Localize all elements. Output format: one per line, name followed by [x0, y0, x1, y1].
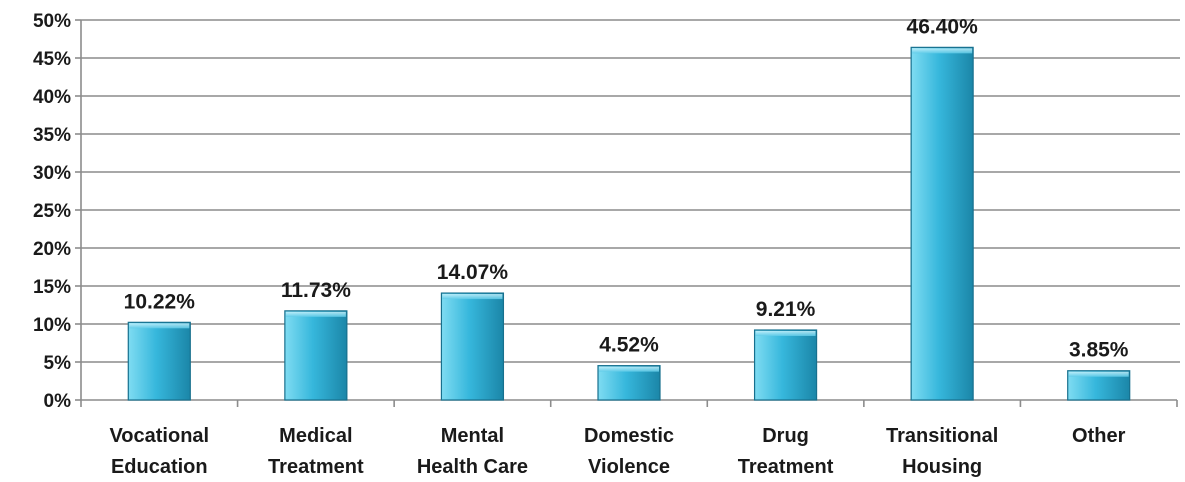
category-label: Transitional	[886, 425, 998, 447]
category-label: Education	[111, 456, 208, 478]
y-tick-label: 50%	[33, 11, 71, 32]
y-tick-label: 20%	[33, 239, 71, 260]
category-label: Medical	[279, 425, 352, 447]
y-tick-label: 15%	[33, 277, 71, 298]
data-label: 14.07%	[437, 261, 509, 284]
bar-highlight	[755, 331, 816, 337]
category-label: Violence	[588, 456, 670, 478]
category-label: Treatment	[738, 456, 834, 478]
data-label: 46.40%	[907, 15, 979, 38]
bar-highlight	[285, 311, 346, 317]
category-label: Vocational	[109, 425, 209, 447]
bar-highlight	[912, 48, 973, 54]
category-label: Treatment	[268, 456, 364, 478]
bar	[127, 321, 191, 401]
data-label: 11.73%	[281, 279, 351, 302]
category-label: Housing	[902, 456, 982, 478]
data-label: 9.21%	[756, 298, 816, 321]
category-label: Mental	[441, 425, 504, 447]
y-tick-label: 5%	[44, 353, 72, 374]
bar-highlight	[599, 366, 659, 372]
data-label: 4.52%	[599, 334, 659, 357]
y-tick-label: 30%	[33, 163, 71, 184]
y-tick-label: 35%	[33, 125, 71, 146]
category-label: Domestic	[584, 425, 674, 447]
y-tick-label: 10%	[33, 315, 71, 336]
bar	[753, 329, 818, 401]
data-label: 3.85%	[1069, 339, 1129, 362]
y-tick-label: 25%	[33, 201, 71, 222]
category-label: Health Care	[417, 456, 528, 478]
category-label: Other	[1072, 425, 1126, 447]
bar	[284, 310, 348, 401]
bar	[440, 292, 505, 401]
y-tick-label: 45%	[33, 49, 71, 70]
bar-highlight	[129, 323, 190, 329]
gridlines	[81, 19, 1180, 363]
bar-highlight	[1068, 371, 1129, 377]
bar	[910, 46, 974, 401]
y-tick-label: 40%	[33, 87, 71, 108]
data-label: 10.22%	[124, 290, 196, 313]
bars	[127, 46, 1131, 401]
y-tick-label: 0%	[44, 391, 72, 412]
category-label: Drug	[762, 425, 809, 447]
labels: 0% 5% 10% 15% 20% 25% 30% 35% 40% 45% 50% 10.22% Voc…	[33, 11, 1129, 478]
bar-highlight	[442, 294, 503, 300]
